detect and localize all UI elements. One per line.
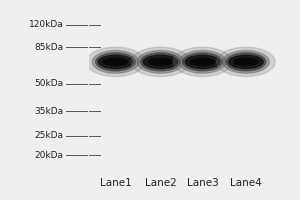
Ellipse shape (143, 55, 178, 69)
Ellipse shape (234, 58, 258, 66)
Ellipse shape (173, 47, 232, 77)
Text: 35kDa: 35kDa (34, 107, 64, 116)
Ellipse shape (226, 53, 266, 71)
Ellipse shape (131, 47, 190, 77)
Text: 85kDa: 85kDa (34, 43, 64, 52)
Ellipse shape (103, 58, 127, 66)
Ellipse shape (98, 55, 133, 69)
Text: 20kDa: 20kDa (35, 151, 64, 160)
Text: 50kDa: 50kDa (34, 79, 64, 88)
Ellipse shape (183, 53, 222, 71)
Ellipse shape (96, 53, 135, 71)
Ellipse shape (179, 51, 226, 73)
Ellipse shape (229, 55, 263, 69)
Text: Lane4: Lane4 (230, 178, 262, 188)
Ellipse shape (217, 47, 275, 77)
Ellipse shape (137, 51, 184, 73)
Text: 120kDa: 120kDa (29, 20, 64, 29)
Ellipse shape (92, 51, 139, 73)
Ellipse shape (141, 53, 180, 71)
Ellipse shape (86, 47, 145, 77)
Text: Lane1: Lane1 (100, 178, 131, 188)
Ellipse shape (223, 51, 269, 73)
Ellipse shape (148, 58, 172, 66)
Text: Lane2: Lane2 (145, 178, 176, 188)
Text: 25kDa: 25kDa (35, 131, 64, 140)
Text: Lane3: Lane3 (187, 178, 218, 188)
Ellipse shape (190, 58, 214, 66)
Ellipse shape (185, 55, 220, 69)
